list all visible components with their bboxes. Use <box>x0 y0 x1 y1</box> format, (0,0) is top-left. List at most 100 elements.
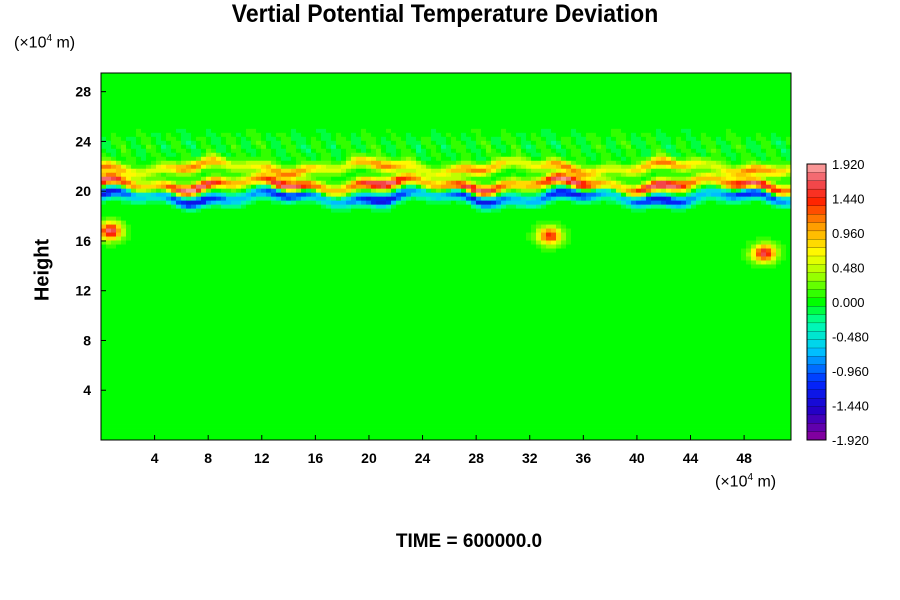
heatmap-cell <box>321 100 327 106</box>
heatmap-cell <box>626 73 632 78</box>
heatmap-cell <box>471 184 477 190</box>
heatmap-cell <box>576 73 582 78</box>
heatmap-cell <box>386 92 392 98</box>
heatmap-cell <box>241 192 247 198</box>
heatmap-cell <box>166 204 172 210</box>
heatmap-cell <box>616 152 622 158</box>
heatmap-cell <box>726 152 732 158</box>
heatmap-cell <box>491 188 497 194</box>
heatmap-cell <box>466 84 472 90</box>
heatmap-cell <box>301 112 307 118</box>
heatmap-cell <box>751 168 757 174</box>
heatmap-cell <box>476 140 482 146</box>
heatmap-cell <box>691 120 697 126</box>
heatmap-cell <box>591 128 597 134</box>
heatmap-cell <box>456 104 462 110</box>
heatmap-cell <box>646 92 652 98</box>
heatmap-cell <box>691 208 697 214</box>
heatmap-cell <box>481 120 487 126</box>
heatmap-cell <box>196 96 202 102</box>
heatmap-cell <box>456 140 462 146</box>
heatmap-cell <box>741 96 747 102</box>
heatmap-cell <box>636 140 642 146</box>
heatmap-cell <box>396 140 402 146</box>
heatmap-cell <box>476 168 482 174</box>
heatmap-cell <box>191 132 197 138</box>
heatmap-cell <box>366 96 372 102</box>
heatmap-cell <box>256 208 262 214</box>
heatmap-cell <box>181 104 187 110</box>
heatmap-cell <box>446 200 452 206</box>
heatmap-cell <box>346 100 352 106</box>
heatmap-cell <box>676 80 682 86</box>
heatmap-cell <box>216 84 222 90</box>
heatmap-cell <box>341 160 347 166</box>
heatmap-cell <box>296 208 302 214</box>
heatmap-cell <box>581 212 587 218</box>
heatmap-cell <box>501 196 507 202</box>
heatmap-cell <box>656 92 662 98</box>
heatmap-cell <box>271 132 277 138</box>
heatmap-cell <box>446 136 452 142</box>
heatmap-cell <box>246 124 252 130</box>
heatmap-cell <box>626 92 632 98</box>
heatmap-cell <box>466 200 472 206</box>
heatmap-cell <box>636 92 642 98</box>
heatmap-cell <box>726 132 732 138</box>
heatmap-cell <box>271 96 277 102</box>
heatmap-cell <box>441 172 447 178</box>
heatmap-cell <box>716 168 722 174</box>
heatmap-cell <box>416 96 422 102</box>
heatmap-cell <box>626 200 632 206</box>
heatmap-cell <box>601 160 607 166</box>
heatmap-cell <box>556 128 562 134</box>
heatmap-cell <box>196 148 202 154</box>
heatmap-cell <box>281 76 287 82</box>
heatmap-cell <box>496 160 502 166</box>
heatmap-cell <box>691 136 697 142</box>
heatmap-cell <box>611 132 617 138</box>
heatmap-cell <box>696 124 702 130</box>
heatmap-cell <box>181 168 187 174</box>
heatmap-cell <box>686 172 692 178</box>
heatmap-cell <box>476 112 482 118</box>
heatmap-cell <box>356 112 362 118</box>
heatmap-cell <box>281 212 287 218</box>
heatmap-cell <box>561 120 567 126</box>
heatmap-cell <box>521 112 527 118</box>
heatmap-cell <box>656 108 662 114</box>
heatmap-cell <box>106 180 112 186</box>
heatmap-cell <box>711 188 717 194</box>
heatmap-cell <box>201 168 207 174</box>
heatmap-cell <box>656 144 662 150</box>
heatmap-cell <box>621 208 627 214</box>
heatmap-cell <box>586 176 592 182</box>
heatmap-cell <box>436 88 442 94</box>
heatmap-cell <box>681 212 687 218</box>
heatmap-cell <box>261 156 267 162</box>
heatmap-cell <box>426 76 432 82</box>
heatmap-cell <box>521 80 527 86</box>
heatmap-cell <box>746 200 752 206</box>
heatmap-cell <box>281 200 287 206</box>
heatmap-cell <box>361 96 367 102</box>
heatmap-cell <box>736 84 742 90</box>
heatmap-cell <box>231 196 237 202</box>
heatmap-cell <box>416 180 422 186</box>
heatmap-cell <box>681 84 687 90</box>
heatmap-cell <box>551 92 557 98</box>
heatmap-cell <box>141 188 147 194</box>
heatmap-cell <box>281 132 287 138</box>
heatmap-cell <box>501 172 507 178</box>
heatmap-cell <box>501 132 507 138</box>
heatmap-cell <box>391 156 397 162</box>
heatmap-cell <box>551 76 557 82</box>
heatmap-cell <box>261 84 267 90</box>
heatmap-cell <box>741 184 747 190</box>
heatmap-cell <box>236 204 242 210</box>
heatmap-cell <box>376 88 382 94</box>
heatmap-cell <box>726 172 732 178</box>
heatmap-cell <box>646 104 652 110</box>
heatmap-cell <box>271 144 277 150</box>
heatmap-cell <box>206 108 212 114</box>
